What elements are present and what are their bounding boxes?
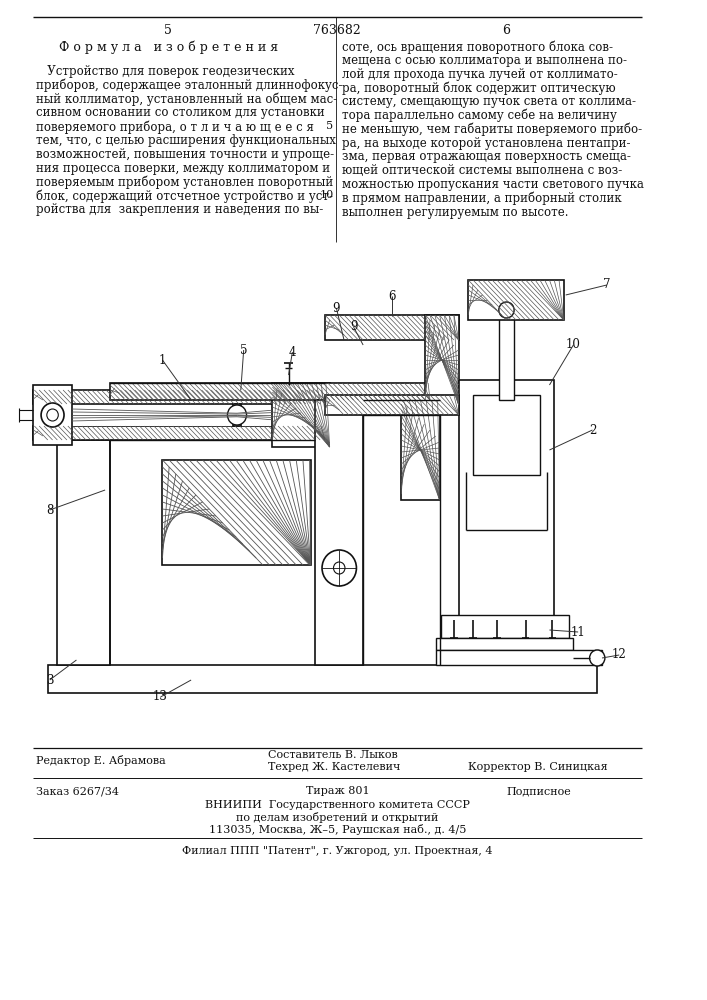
Bar	[459, 380, 554, 620]
Bar	[33, 390, 325, 404]
Text: 11: 11	[571, 626, 585, 639]
Text: 9: 9	[350, 320, 357, 334]
Circle shape	[590, 650, 605, 666]
Bar	[325, 315, 459, 340]
Text: 10: 10	[320, 190, 334, 200]
Text: ра, поворотный блок содержит оптическую: ра, поворотный блок содержит оптическую	[342, 81, 616, 95]
Bar	[468, 280, 563, 320]
Text: возможностей, повышения точности и упроще-: возможностей, повышения точности и упрощ…	[36, 148, 334, 161]
Text: ющей оптической системы выполнена с воз-: ющей оптической системы выполнена с воз-	[342, 164, 622, 177]
Text: ра, на выходе которой установлена пентапри-: ра, на выходе которой установлена пентап…	[342, 137, 631, 150]
Circle shape	[47, 409, 58, 421]
Text: 13: 13	[153, 690, 168, 704]
Text: Редактор Е. Абрамова: Редактор Е. Абрамова	[36, 755, 166, 766]
Text: приборов, содержащее эталонный длиннофокус-: приборов, содержащее эталонный длиннофок…	[36, 79, 343, 92]
Text: сивном основании со столиком для установки: сивном основании со столиком для установ…	[36, 106, 325, 119]
Text: 10: 10	[566, 338, 580, 352]
Bar	[110, 383, 430, 400]
Text: 5: 5	[164, 24, 172, 37]
Circle shape	[228, 405, 247, 425]
Text: можностью пропускания части светового пучка: можностью пропускания части светового пу…	[342, 178, 644, 191]
Circle shape	[41, 403, 64, 427]
Bar	[436, 650, 602, 665]
Circle shape	[322, 550, 356, 586]
Text: по делам изобретений и открытий: по делам изобретений и открытий	[236, 812, 438, 823]
Text: Подписное: Подписное	[507, 786, 571, 796]
Text: тора параллельно самому себе на величину: тора параллельно самому себе на величину	[342, 109, 617, 122]
Bar	[233, 404, 241, 426]
Bar	[436, 638, 573, 650]
Text: блок, содержащий отсчетное устройство и уст-: блок, содержащий отсчетное устройство и …	[36, 189, 333, 203]
Text: зма, первая отражающая поверхность смеща-: зма, первая отражающая поверхность смеща…	[342, 150, 631, 163]
Text: выполнен регулируемым по высоте.: выполнен регулируемым по высоте.	[342, 206, 568, 219]
Text: Техред Ж. Кастелевич: Техред Ж. Кастелевич	[267, 762, 400, 772]
Text: мещена с осью коллиматора и выполнена по-: мещена с осью коллиматора и выполнена по…	[342, 54, 627, 67]
Text: 12: 12	[612, 648, 626, 662]
Text: 6: 6	[503, 24, 510, 37]
Text: 9: 9	[332, 302, 340, 314]
Text: в прямом направлении, а приборный столик: в прямом направлении, а приборный столик	[342, 192, 621, 205]
Bar	[441, 615, 568, 638]
Bar	[499, 315, 514, 400]
Text: ВНИИПИ  Государственного комитета СССР: ВНИИПИ Государственного комитета СССР	[205, 800, 469, 810]
Bar	[33, 426, 325, 440]
Text: 113035, Москва, Ж–5, Раушская наб., д. 4/5: 113035, Москва, Ж–5, Раушская наб., д. 4…	[209, 824, 466, 835]
Bar	[325, 395, 459, 415]
Text: Ф о р м у л а   и з о б р е т е н и я: Ф о р м у л а и з о б р е т е н и я	[59, 40, 278, 53]
Text: ный коллиматор, установленный на общем мас-: ный коллиматор, установленный на общем м…	[36, 93, 337, 106]
Text: систему, смещающую пучок света от коллима-: систему, смещающую пучок света от коллим…	[342, 95, 636, 108]
Text: 2: 2	[589, 424, 596, 436]
Text: Заказ 6267/34: Заказ 6267/34	[36, 786, 119, 796]
Bar	[402, 400, 440, 500]
Bar	[33, 385, 71, 445]
Text: не меньшую, чем габариты поверяемого прибо-: не меньшую, чем габариты поверяемого при…	[342, 123, 642, 136]
Text: Филиал ППП "Патент", г. Ужгород, ул. Проектная, 4: Филиал ППП "Патент", г. Ужгород, ул. Про…	[182, 846, 493, 856]
Bar	[272, 383, 329, 447]
Text: тем, что, с целью расширения функциональных: тем, что, с целью расширения функциональ…	[36, 134, 337, 147]
Bar	[33, 404, 325, 426]
Bar	[315, 400, 363, 665]
Bar	[48, 665, 597, 693]
Text: 5: 5	[240, 344, 247, 357]
Circle shape	[499, 302, 514, 318]
Text: ния процесса поверки, между коллиматором и: ния процесса поверки, между коллиматором…	[36, 162, 330, 175]
Text: поверяемого прибора, о т л и ч а ю щ е е с я: поверяемого прибора, о т л и ч а ю щ е е…	[36, 120, 314, 134]
Text: поверяемым прибором установлен поворотный: поверяемым прибором установлен поворотны…	[36, 175, 334, 189]
Text: Устройство для поверок геодезических: Устройство для поверок геодезических	[36, 65, 295, 78]
Bar	[425, 315, 459, 405]
Text: 3: 3	[46, 674, 54, 686]
Bar	[473, 395, 540, 475]
Text: Составитель В. Лыков: Составитель В. Лыков	[267, 750, 397, 760]
Text: 1: 1	[159, 354, 166, 366]
Text: 8: 8	[46, 504, 53, 516]
Bar	[57, 440, 110, 665]
Text: 4: 4	[288, 346, 296, 359]
Text: соте, ось вращения поворотного блока сов-: соте, ось вращения поворотного блока сов…	[342, 40, 613, 53]
Circle shape	[334, 562, 345, 574]
Bar	[163, 460, 310, 565]
Text: 7: 7	[603, 278, 611, 292]
Text: Корректор В. Синицкая: Корректор В. Синицкая	[468, 762, 608, 772]
Text: ройства для  закрепления и наведения по вы-: ройства для закрепления и наведения по в…	[36, 203, 324, 216]
Text: Тираж 801: Тираж 801	[305, 786, 369, 796]
Text: 763682: 763682	[313, 24, 361, 37]
Text: 6: 6	[388, 290, 395, 302]
Text: 5: 5	[327, 121, 334, 131]
Text: лой для прохода пучка лучей от коллимато-: лой для прохода пучка лучей от коллимато…	[342, 68, 618, 81]
